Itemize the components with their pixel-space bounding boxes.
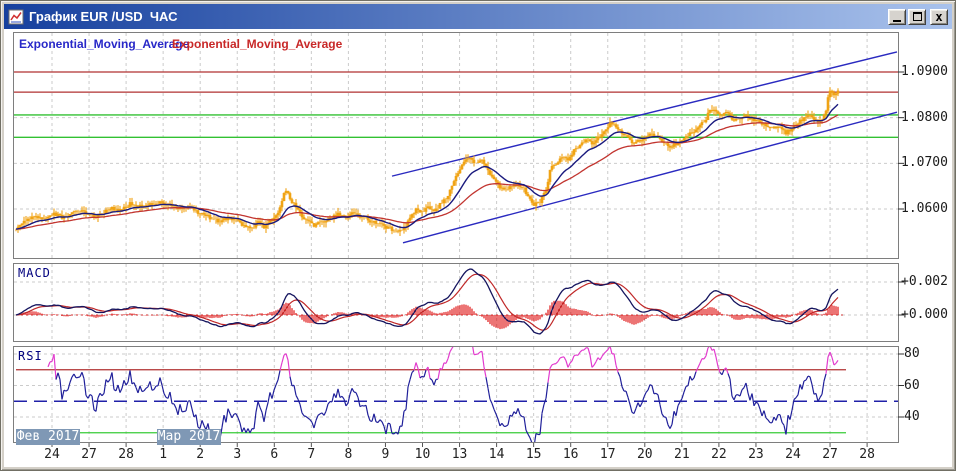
main-price-panel[interactable]	[13, 32, 899, 259]
price-axis-label: 1.0700	[901, 155, 948, 171]
close-icon: x	[935, 9, 943, 24]
x-axis-day-label: 3	[233, 447, 242, 462]
chart-window-icon	[8, 9, 24, 25]
x-axis-day-label: 6	[270, 447, 279, 462]
x-axis-day-label: 24	[785, 447, 801, 462]
x-axis-day-label: 1	[159, 447, 168, 462]
x-axis-day-label: 10	[414, 447, 431, 462]
ema-fast-legend: Exponential_Moving_Average	[19, 37, 190, 51]
macd-axis-label: +0.000	[901, 307, 948, 322]
x-axis-day-label: 2	[196, 447, 205, 462]
maximize-icon	[912, 12, 922, 21]
title-bar[interactable]: График EUR /USD ЧАС x	[4, 4, 952, 29]
ema-slow-legend: Exponential_Moving_Average	[172, 37, 343, 51]
window-title: График EUR /USD ЧАС	[29, 9, 178, 24]
rsi-panel[interactable]	[13, 346, 899, 443]
price-axis-label: 1.0800	[901, 109, 948, 125]
x-axis-day-label: 28	[118, 447, 134, 462]
chart-client-area: Exponential_Moving_Average Exponential_M…	[4, 29, 952, 467]
x-axis-month-label: Фев 2017	[16, 429, 80, 445]
price-axis-label: 1.0900	[901, 64, 948, 79]
x-axis-day-label: 8	[344, 447, 353, 462]
close-button[interactable]: x	[930, 8, 948, 25]
x-axis-day-label: 20	[636, 447, 653, 462]
x-axis-day-label: 23	[748, 447, 764, 462]
x-axis-day-label: 14	[488, 447, 505, 462]
x-axis-day-label: 9	[381, 447, 390, 462]
maximize-button[interactable]	[908, 8, 926, 25]
x-axis-month-label: Мар 2017	[157, 429, 221, 445]
rsi-axis-label: 80	[904, 346, 920, 361]
minimize-icon	[893, 19, 901, 22]
x-axis-day-label: 24	[44, 447, 60, 462]
x-axis-day-label: 28	[859, 447, 875, 462]
macd-axis-label: +0.002	[901, 274, 948, 289]
x-axis-day-label: 13	[451, 447, 468, 462]
macd-panel[interactable]	[13, 263, 899, 342]
rsi-axis-label: 40	[904, 409, 920, 424]
minimize-button[interactable]	[888, 8, 906, 25]
x-axis-day-label: 17	[599, 447, 616, 462]
x-axis-day-label: 16	[562, 447, 579, 462]
x-axis-day-label: 7	[307, 447, 316, 462]
x-axis-day-label: 27	[81, 447, 97, 462]
rsi-axis-label: 60	[904, 377, 920, 393]
rsi-label: RSI	[18, 349, 43, 363]
x-axis-day-label: 21	[674, 447, 690, 462]
x-axis-day-label: 15	[525, 447, 542, 462]
x-axis-day-label: 27	[822, 447, 838, 462]
x-axis-day-label: 22	[711, 447, 727, 462]
macd-label: MACD	[18, 266, 51, 280]
price-axis-label: 1.0600	[901, 201, 948, 216]
window-controls: x	[888, 8, 948, 25]
